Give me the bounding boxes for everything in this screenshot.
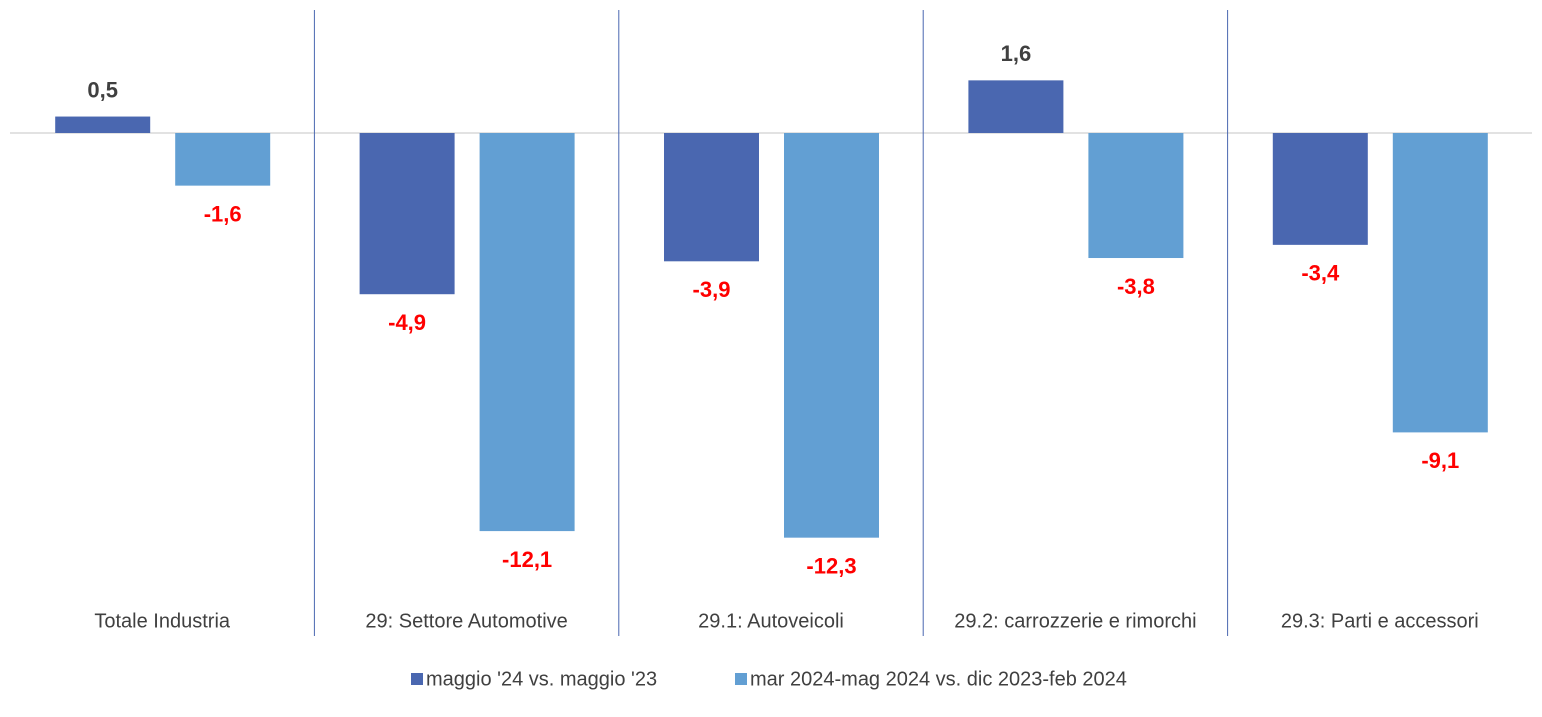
x-tick-label: 29: Settore Automotive [365, 610, 567, 632]
bar [1272, 133, 1368, 245]
x-tick-label: 29.2: carrozzerie e rimorchi [954, 610, 1196, 632]
bar [1088, 133, 1184, 259]
value-label: -9,1 [1421, 448, 1459, 473]
x-tick-label: 29.3: Parti e accessori [1281, 610, 1479, 632]
value-label: -3,9 [693, 277, 731, 302]
bar [784, 133, 879, 538]
value-label: -12,1 [502, 547, 552, 572]
bar [1392, 133, 1488, 433]
bar [968, 80, 1064, 133]
value-label: 1,6 [1001, 41, 1032, 66]
x-tick-label: Totale Industria [94, 610, 231, 632]
value-label: -12,3 [806, 553, 856, 578]
value-label: -3,8 [1117, 274, 1155, 299]
value-label: -4,9 [388, 310, 426, 335]
x-tick-label: 29.1: Autoveicoli [698, 610, 844, 632]
bar [55, 116, 151, 133]
bar [359, 133, 455, 295]
value-label: -3,4 [1301, 261, 1340, 286]
value-label: 0,5 [87, 77, 118, 102]
legend-label: mar 2024-mag 2024 vs. dic 2023-feb 2024 [750, 668, 1127, 690]
bar [175, 133, 271, 186]
legend-label: maggio '24 vs. maggio '23 [426, 668, 657, 690]
legend-swatch [735, 673, 747, 685]
value-label: -1,6 [204, 201, 242, 226]
bar [479, 133, 575, 532]
legend-swatch [411, 673, 423, 685]
bar [664, 133, 759, 262]
